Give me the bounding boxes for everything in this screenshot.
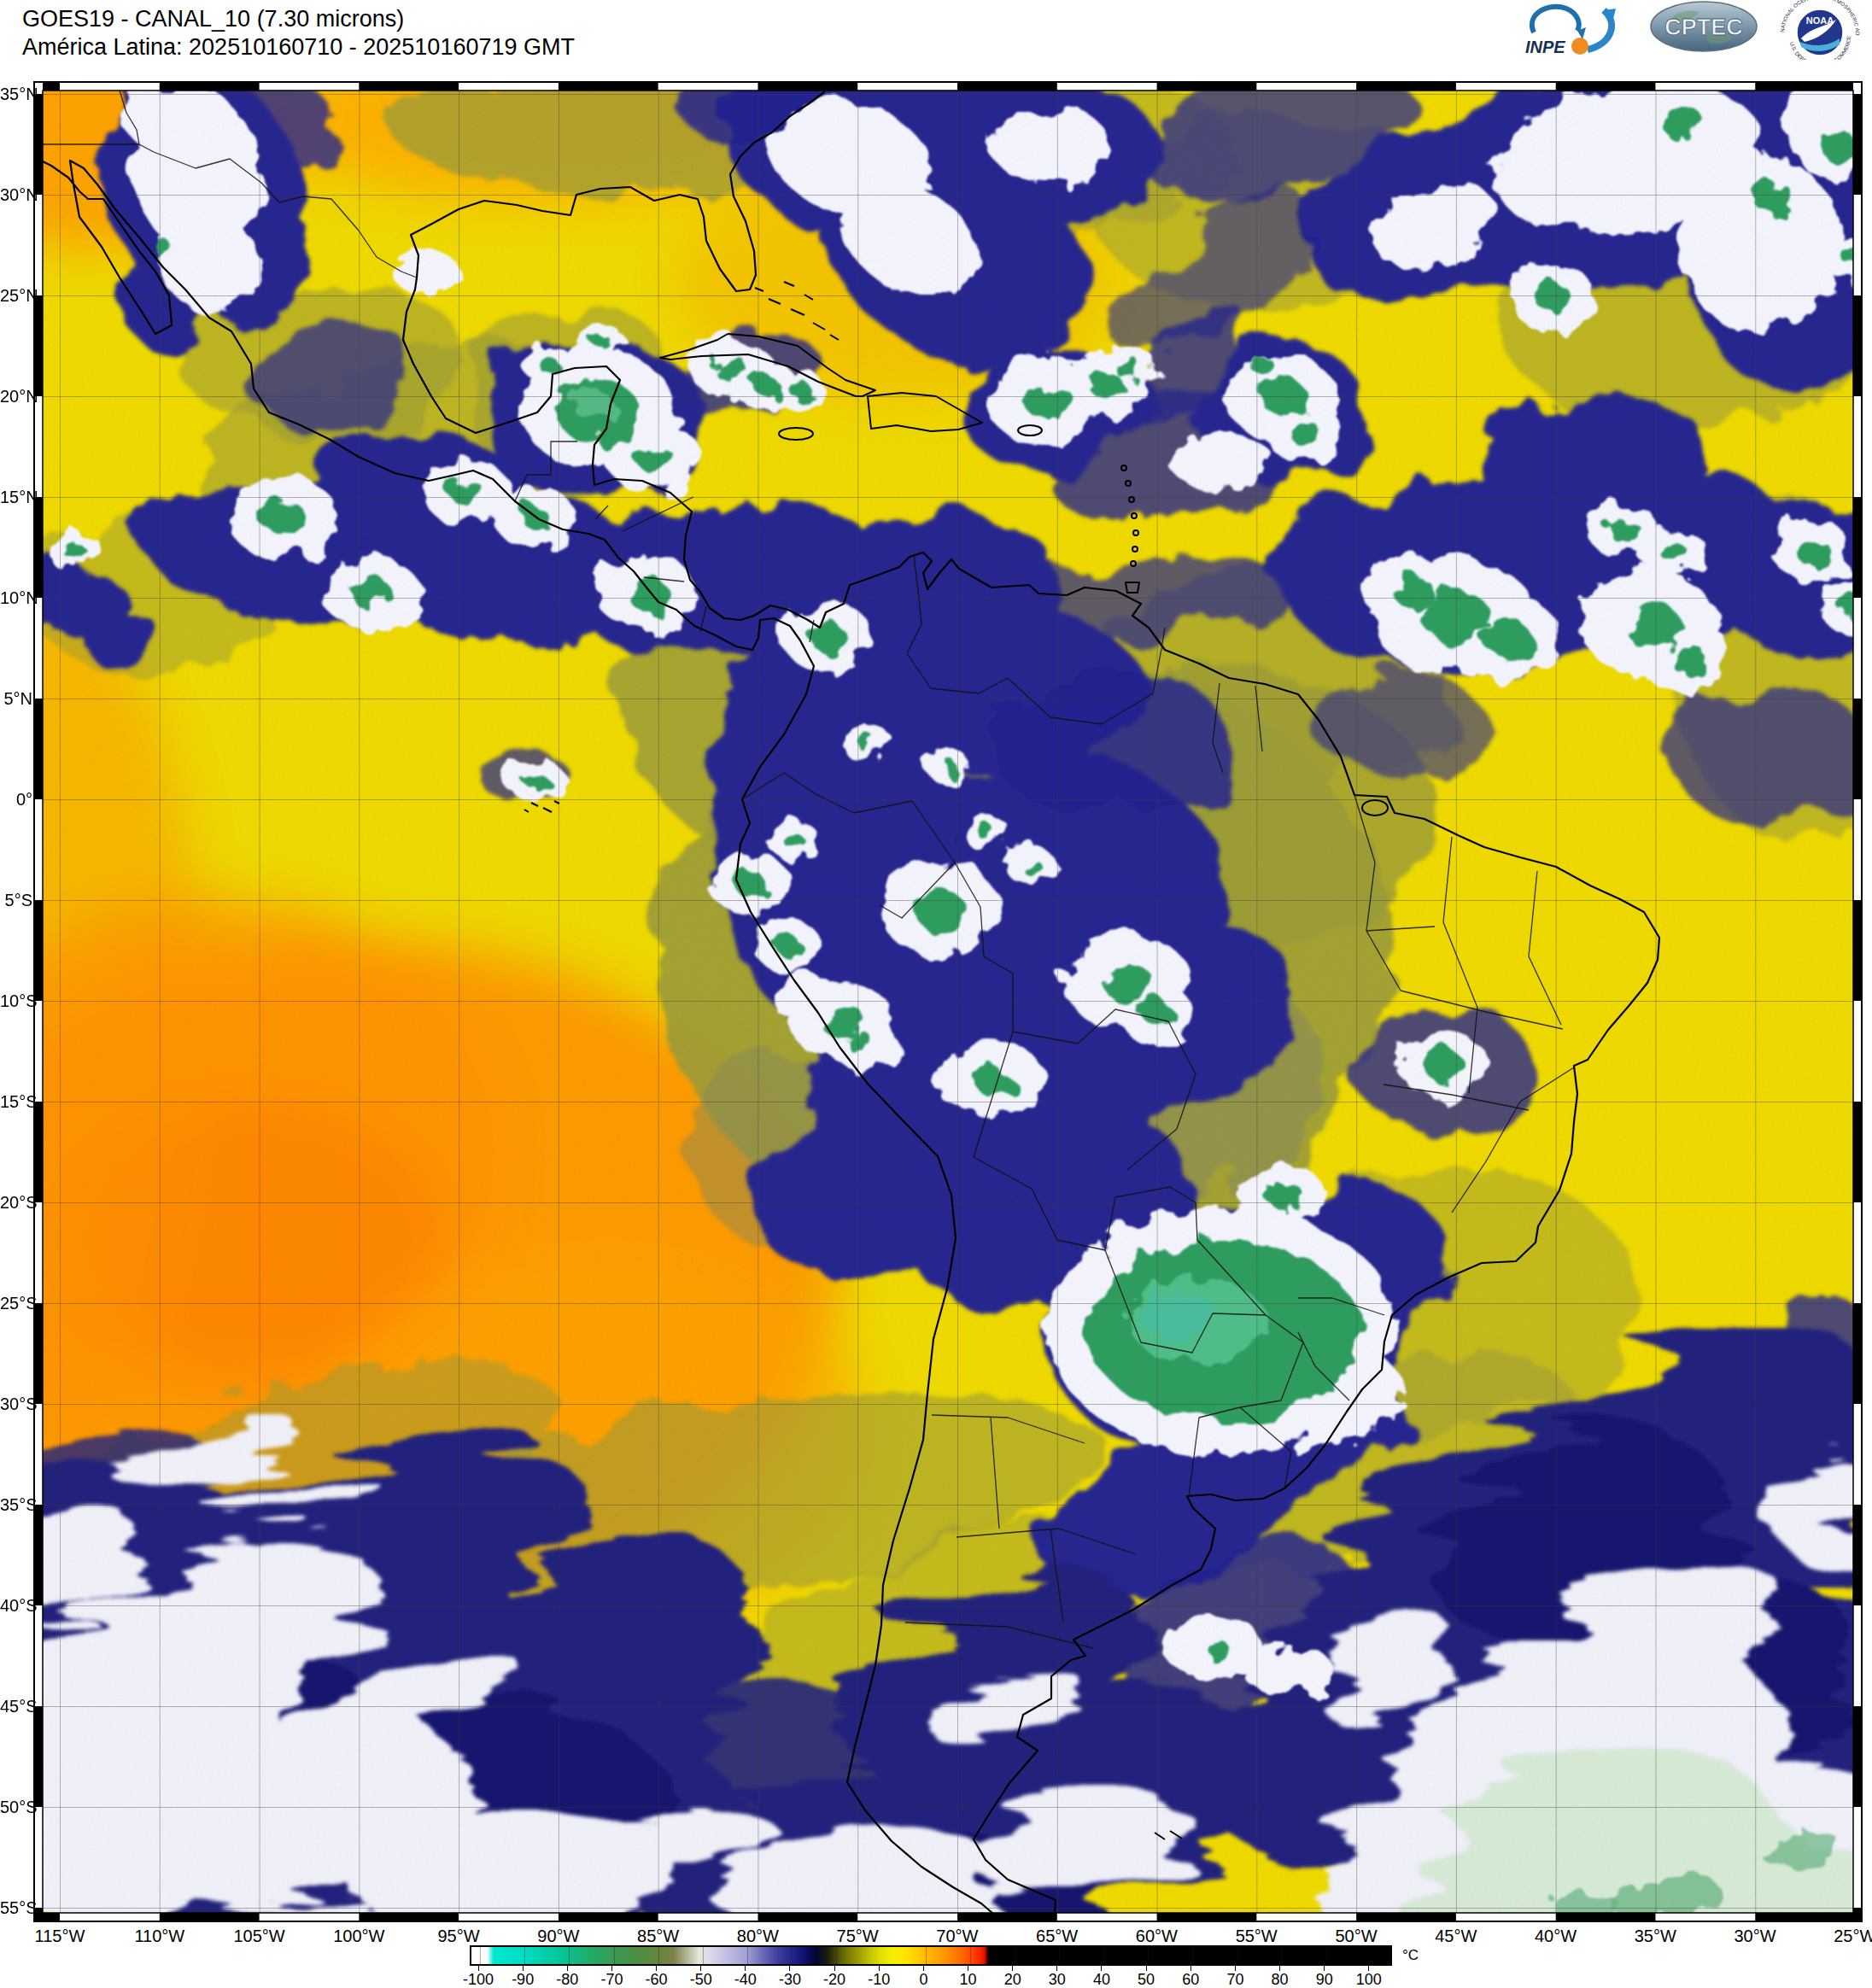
temperature-colorbar [470,1945,1392,1966]
satellite-map-canvas [0,0,1872,1988]
satellite-product-page: GOES19 - CANAL_10 (7.30 microns) América… [0,0,1872,1988]
graticule-grid [43,91,1853,1913]
colorbar-unit: °C [1402,1947,1419,1964]
